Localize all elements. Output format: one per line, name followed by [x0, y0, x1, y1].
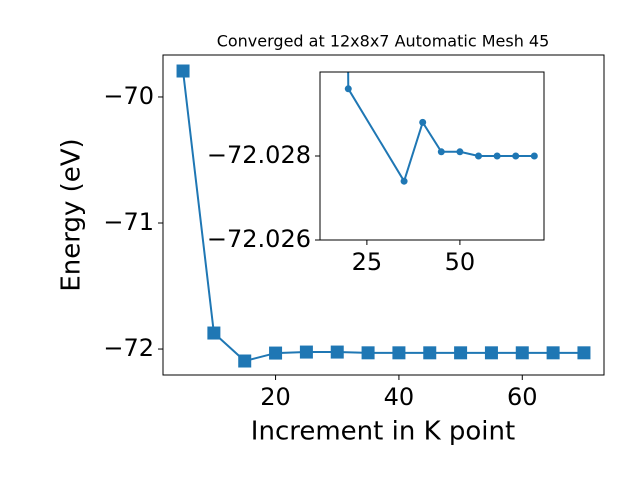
x-tick-label: 40 — [384, 383, 415, 411]
y-tick-label: −70 — [103, 82, 154, 110]
marker — [475, 152, 483, 160]
x-axis-label: Increment in K point — [251, 417, 515, 447]
marker — [437, 148, 445, 156]
marker — [546, 346, 560, 360]
y-tick-label: −72.026 — [207, 225, 311, 253]
y-axis-label: Energy (eV) — [57, 138, 87, 291]
series — [176, 64, 591, 368]
y-tick-label: −72 — [103, 334, 154, 362]
marker — [515, 346, 529, 360]
x-tick-label: 50 — [445, 248, 476, 276]
x-tick-label: 25 — [352, 248, 383, 276]
marker — [577, 346, 591, 360]
marker — [176, 64, 190, 78]
marker — [238, 354, 252, 368]
marker — [456, 148, 464, 156]
marker — [423, 346, 437, 360]
marker — [484, 346, 498, 360]
axes-frame — [319, 71, 545, 241]
marker — [512, 152, 520, 160]
chart-title: Converged at 12x8x7 Automatic Mesh 45 — [217, 32, 550, 51]
marker — [269, 346, 283, 360]
y-tick-label: −71 — [103, 208, 154, 236]
marker — [419, 118, 427, 126]
marker — [207, 326, 221, 340]
marker — [400, 177, 408, 185]
y-tick-label: −72.028 — [207, 141, 311, 169]
marker — [361, 346, 375, 360]
marker — [454, 346, 468, 360]
marker — [344, 85, 352, 93]
line — [347, 72, 535, 184]
marker — [299, 345, 313, 359]
marker — [530, 152, 538, 160]
x-tick-label: 20 — [260, 383, 291, 411]
marker — [493, 152, 501, 160]
marker — [330, 345, 344, 359]
marker — [392, 346, 406, 360]
x-tick-label: 60 — [507, 383, 538, 411]
axes-frame — [162, 54, 605, 376]
series — [344, 72, 538, 185]
